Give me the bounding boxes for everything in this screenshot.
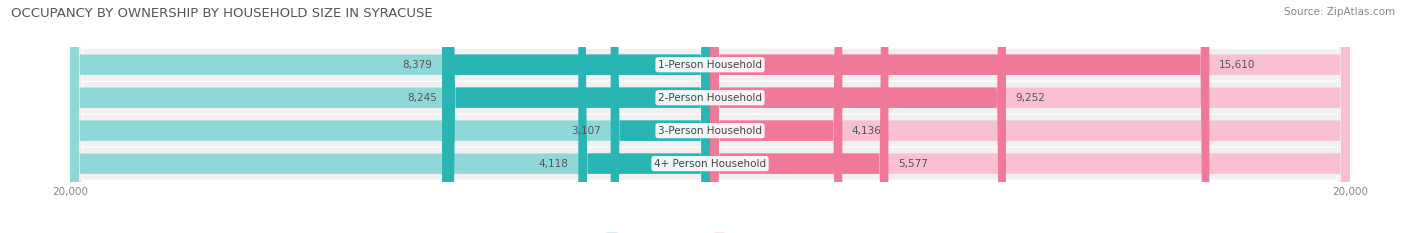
Text: 8,245: 8,245 [406,93,437,103]
FancyBboxPatch shape [710,0,1209,233]
FancyBboxPatch shape [578,0,710,233]
Text: 3,107: 3,107 [571,126,600,136]
Text: Source: ZipAtlas.com: Source: ZipAtlas.com [1284,7,1395,17]
FancyBboxPatch shape [710,0,889,233]
FancyBboxPatch shape [70,0,710,233]
FancyBboxPatch shape [70,0,1350,233]
FancyBboxPatch shape [70,0,710,233]
FancyBboxPatch shape [610,0,710,233]
Text: 4+ Person Household: 4+ Person Household [654,159,766,169]
Text: 4,136: 4,136 [852,126,882,136]
Text: 3-Person Household: 3-Person Household [658,126,762,136]
FancyBboxPatch shape [710,0,1350,233]
Text: 8,379: 8,379 [402,60,433,70]
FancyBboxPatch shape [710,0,1005,233]
FancyBboxPatch shape [70,0,710,233]
Text: OCCUPANCY BY OWNERSHIP BY HOUSEHOLD SIZE IN SYRACUSE: OCCUPANCY BY OWNERSHIP BY HOUSEHOLD SIZE… [11,7,433,20]
FancyBboxPatch shape [70,0,1350,233]
Legend: Owner-occupied, Renter-occupied: Owner-occupied, Renter-occupied [602,229,818,233]
Text: 1-Person Household: 1-Person Household [658,60,762,70]
Text: 15,610: 15,610 [1219,60,1256,70]
Text: 5,577: 5,577 [898,159,928,169]
FancyBboxPatch shape [441,0,710,233]
Text: 2-Person Household: 2-Person Household [658,93,762,103]
Text: 9,252: 9,252 [1015,93,1046,103]
FancyBboxPatch shape [70,0,1350,233]
FancyBboxPatch shape [710,0,1350,233]
FancyBboxPatch shape [70,0,1350,233]
FancyBboxPatch shape [710,0,1350,233]
Text: 4,118: 4,118 [538,159,568,169]
FancyBboxPatch shape [70,0,710,233]
FancyBboxPatch shape [710,0,842,233]
FancyBboxPatch shape [446,0,710,233]
FancyBboxPatch shape [710,0,1350,233]
